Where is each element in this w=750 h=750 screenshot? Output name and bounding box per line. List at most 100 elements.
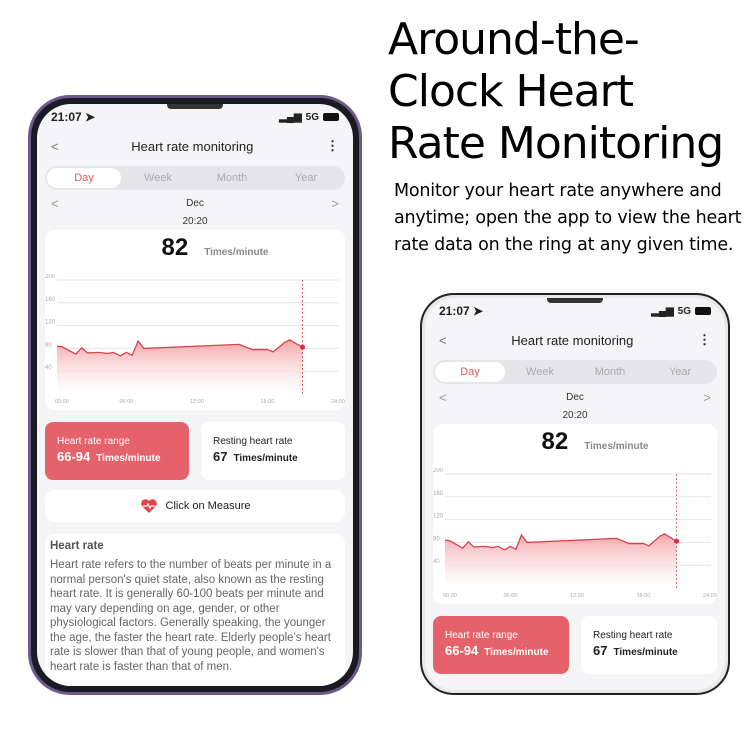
resting-label: Resting heart rate bbox=[593, 630, 673, 641]
heart-icon bbox=[140, 499, 157, 513]
next-date-button[interactable]: > bbox=[703, 389, 711, 405]
heart-rate-chart-card: 82 Times/minute 40 80 120 160 200 00:00 06:00 12… bbox=[45, 230, 345, 410]
phone-screen: 21:07 ➤ ▂▄▆ 5G < Heart rate monitoring ⋮ … bbox=[425, 298, 725, 690]
current-heart-rate: 82 bbox=[541, 428, 569, 455]
x-tick-label: 12:00 bbox=[570, 593, 584, 598]
battery-icon bbox=[695, 307, 711, 315]
headline-line: Clock Heart bbox=[388, 66, 634, 117]
notch bbox=[167, 104, 223, 109]
tab-week[interactable]: Week bbox=[526, 366, 554, 378]
headline: Around-the- Clock Heart Rate Monitoring bbox=[388, 14, 750, 170]
tab-week[interactable]: Week bbox=[144, 172, 172, 184]
y-tick-label: 200 bbox=[433, 468, 444, 474]
tab-day[interactable]: Day bbox=[435, 362, 505, 382]
tab-day[interactable]: Day bbox=[47, 168, 121, 188]
info-title: Heart rate bbox=[50, 540, 104, 552]
headline-line: Around-the- bbox=[388, 14, 640, 65]
subtitle: Monitor your heart rate anywhere and any… bbox=[394, 181, 742, 255]
header: < Heart rate monitoring ⋮ bbox=[45, 126, 345, 166]
next-date-button[interactable]: > bbox=[331, 195, 339, 211]
battery-icon bbox=[323, 113, 339, 121]
tab-month[interactable]: Month bbox=[594, 366, 626, 378]
resting-value: 67 bbox=[213, 449, 228, 464]
y-tick-label: 80 bbox=[45, 342, 52, 348]
y-tick-label: 40 bbox=[433, 559, 440, 565]
heart-rate-range-card[interactable]: Heart rate range 66-94 Times/minute bbox=[433, 616, 569, 674]
x-tick-label: 18:00 bbox=[637, 593, 651, 598]
measure-button[interactable]: Click on Measure bbox=[45, 490, 345, 522]
y-tick-label: 120 bbox=[433, 514, 444, 520]
y-tick-label: 200 bbox=[45, 274, 56, 280]
phone-small: 21:07 ➤ ▂▄▆ 5G < Heart rate monitoring ⋮ … bbox=[420, 293, 730, 695]
location-icon: ➤ bbox=[473, 304, 484, 318]
date-nav: < Dec > bbox=[45, 190, 345, 216]
page-title: Heart rate monitoring bbox=[511, 332, 634, 348]
more-menu-button[interactable]: ⋮ bbox=[698, 332, 711, 347]
status-time: 21:07 ➤ bbox=[439, 304, 484, 318]
phone-screen: 21:07 ➤ ▂▄▆ 5G < Heart rate monitoring ⋮ … bbox=[37, 104, 353, 686]
info-text: Heart rate refers to the number of beats… bbox=[50, 559, 332, 673]
range-label: Heart rate range bbox=[445, 630, 518, 641]
current-unit: Times/minute bbox=[584, 441, 649, 452]
current-heart-rate: 82 bbox=[161, 234, 189, 261]
area-fill bbox=[57, 339, 303, 394]
x-tick-label: 00:00 bbox=[443, 593, 457, 598]
resting-heart-rate-card[interactable]: Resting heart rate 67 Times/minute bbox=[201, 422, 345, 480]
prev-date-button[interactable]: < bbox=[439, 389, 447, 405]
notch bbox=[547, 298, 603, 303]
range-unit: Times/minute bbox=[484, 647, 549, 658]
y-tick-label: 160 bbox=[45, 297, 56, 303]
heart-rate-chart-card: 82 Times/minute 40 80 120 160 200 00:00 06:00 12… bbox=[433, 424, 717, 604]
period-tabs: Day Week Month Year bbox=[433, 360, 717, 384]
status-bar: 21:07 ➤ ▂▄▆ 5G bbox=[45, 104, 345, 126]
heart-rate-chart[interactable]: 40 80 120 160 200 00:00 06:00 12:00 18:00 24:00 bbox=[45, 274, 345, 404]
heart-rate-chart[interactable]: 40 80 120 160 200 00:00 06:00 12:00 18:00 24:00 bbox=[433, 468, 717, 598]
network-label: 5G bbox=[305, 111, 319, 123]
back-button[interactable]: < bbox=[439, 332, 447, 348]
x-tick-label: 06:00 bbox=[504, 593, 518, 598]
resting-value: 67 bbox=[593, 643, 608, 658]
date-nav: < Dec > bbox=[433, 384, 717, 410]
y-tick-label: 120 bbox=[45, 320, 56, 326]
y-tick-label: 160 bbox=[433, 491, 444, 497]
y-tick-label: 80 bbox=[433, 536, 440, 542]
date-label: Dec bbox=[566, 391, 584, 403]
x-tick-label: 12:00 bbox=[190, 399, 204, 404]
selected-time: 20:20 bbox=[562, 410, 588, 421]
resting-label: Resting heart rate bbox=[213, 436, 293, 447]
phone-large: 21:07 ➤ ▂▄▆ 5G < Heart rate monitoring ⋮ … bbox=[28, 95, 362, 695]
range-value: 66-94 bbox=[57, 449, 91, 464]
selected-point bbox=[674, 538, 680, 544]
signal-icon: ▂▄▆ bbox=[279, 111, 302, 123]
period-tabs: Day Week Month Year bbox=[45, 166, 345, 190]
series-line bbox=[56, 339, 303, 357]
range-value: 66-94 bbox=[445, 643, 479, 658]
resting-heart-rate-card[interactable]: Resting heart rate 67 Times/minute bbox=[581, 616, 717, 674]
tab-year[interactable]: Year bbox=[668, 366, 692, 378]
selected-point bbox=[300, 344, 306, 350]
heart-rate-range-card[interactable]: Heart rate range 66-94 Times/minute bbox=[45, 422, 189, 480]
area-fill bbox=[445, 533, 677, 588]
x-tick-label: 00:00 bbox=[55, 399, 69, 404]
date-label: Dec bbox=[186, 197, 204, 209]
measure-label: Click on Measure bbox=[165, 500, 251, 512]
tab-month[interactable]: Month bbox=[216, 172, 248, 184]
status-bar: 21:07 ➤ ▂▄▆ 5G bbox=[433, 298, 717, 320]
selected-time: 20:20 bbox=[182, 216, 208, 227]
range-unit: Times/minute bbox=[96, 453, 161, 464]
headline-line: Rate Monitoring bbox=[388, 118, 724, 169]
header: < Heart rate monitoring ⋮ bbox=[433, 320, 717, 360]
heart-rate-info-card: Heart rate Heart rate refers to the numb… bbox=[45, 534, 345, 686]
resting-unit: Times/minute bbox=[613, 647, 678, 658]
page-title: Heart rate monitoring bbox=[131, 138, 254, 154]
prev-date-button[interactable]: < bbox=[51, 195, 59, 211]
range-label: Heart rate range bbox=[57, 436, 130, 447]
x-tick-label: 24:00 bbox=[331, 399, 345, 404]
current-unit: Times/minute bbox=[204, 247, 269, 258]
tab-year[interactable]: Year bbox=[294, 172, 318, 184]
x-tick-label: 18:00 bbox=[261, 399, 275, 404]
more-menu-button[interactable]: ⋮ bbox=[326, 138, 339, 153]
x-tick-label: 24:00 bbox=[703, 593, 717, 598]
resting-unit: Times/minute bbox=[233, 453, 298, 464]
back-button[interactable]: < bbox=[51, 138, 59, 154]
